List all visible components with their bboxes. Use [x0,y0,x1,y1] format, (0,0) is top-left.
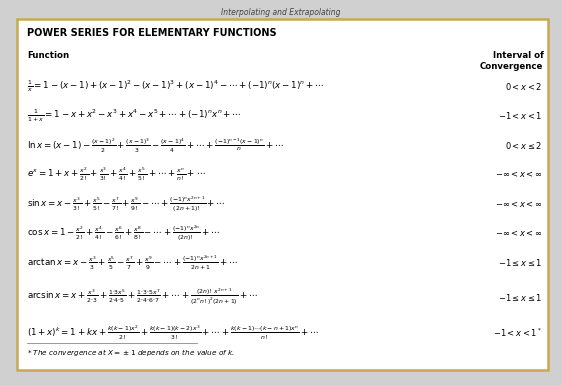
Text: $\arctan x = x - \frac{x^3}{3} + \frac{x^5}{5} - \frac{x^7}{7} + \frac{x^9}{9} -: $\arctan x = x - \frac{x^3}{3} + \frac{x… [27,253,238,272]
FancyBboxPatch shape [17,19,548,370]
Text: * The convergence at $X = \pm1$ depends on the value of $k$.: * The convergence at $X = \pm1$ depends … [27,346,235,358]
Text: $0 < x < 2$: $0 < x < 2$ [505,81,542,92]
Text: Function: Function [27,51,69,60]
Text: $\frac{1}{x} = 1 - (x-1) + (x-1)^2 - (x-1)^3 + (x-1)^4 - \cdots + (-1)^n(x-1)^n : $\frac{1}{x} = 1 - (x-1) + (x-1)^2 - (x-… [27,79,324,94]
Text: Interpolating and Extrapolating: Interpolating and Extrapolating [221,8,341,17]
Text: $-1 \leq x \leq 1$: $-1 \leq x \leq 1$ [498,257,542,268]
Text: Interval of
Convergence: Interval of Convergence [480,51,543,71]
Text: $-\infty < x < \infty$: $-\infty < x < \infty$ [495,228,542,238]
Text: $e^x = 1 + x + \frac{x^2}{2!} + \frac{x^3}{3!} + \frac{x^4}{4!} + \frac{x^5}{5!}: $e^x = 1 + x + \frac{x^2}{2!} + \frac{x^… [27,166,206,183]
Text: $0 < x \leq 2$: $0 < x \leq 2$ [505,140,542,151]
Text: $-1 \leq x \leq 1$: $-1 \leq x \leq 1$ [498,292,542,303]
Text: $\ln x = (x-1) - \frac{(x-1)^2}{2} + \frac{(x-1)^3}{3} - \frac{(x-1)^4}{4} + \cd: $\ln x = (x-1) - \frac{(x-1)^2}{2} + \fr… [27,136,284,155]
Text: $\cos x = 1 - \frac{x^2}{2!} + \frac{x^4}{4!} - \frac{x^6}{6!} + \frac{x^8}{8!} : $\cos x = 1 - \frac{x^2}{2!} + \frac{x^4… [27,224,220,243]
Text: POWER SERIES FOR ELEMENTARY FUNCTIONS: POWER SERIES FOR ELEMENTARY FUNCTIONS [27,28,277,38]
Text: $\frac{1}{1+x} = 1 - x + x^2 - x^3 + x^4 - x^5 + \cdots + (-1)^n x^n + \cdots$: $\frac{1}{1+x} = 1 - x + x^2 - x^3 + x^4… [27,107,242,124]
Text: $-1 < x < 1$: $-1 < x < 1$ [498,110,542,121]
Text: $-\infty < x < \infty$: $-\infty < x < \infty$ [495,169,542,179]
Text: $-1 < x < 1^*$: $-1 < x < 1^*$ [493,327,542,339]
Text: $(1+x)^k = 1 + kx + \frac{k(k-1)x^2}{2!} + \frac{k(k-1)(k-2)x^3}{3!} + \cdots + : $(1+x)^k = 1 + kx + \frac{k(k-1)x^2}{2!}… [27,324,319,342]
Text: $-\infty < x < \infty$: $-\infty < x < \infty$ [495,199,542,209]
Text: $\arcsin x = x + \frac{x^3}{2{\cdot}3} + \frac{1{\cdot}3x^5}{2{\cdot}4{\cdot}5} : $\arcsin x = x + \frac{x^3}{2{\cdot}3} +… [27,287,258,308]
Text: $\sin x = x - \frac{x^3}{3!} + \frac{x^5}{5!} - \frac{x^7}{7!} + \frac{x^9}{9!} : $\sin x = x - \frac{x^3}{3!} + \frac{x^5… [27,194,225,214]
